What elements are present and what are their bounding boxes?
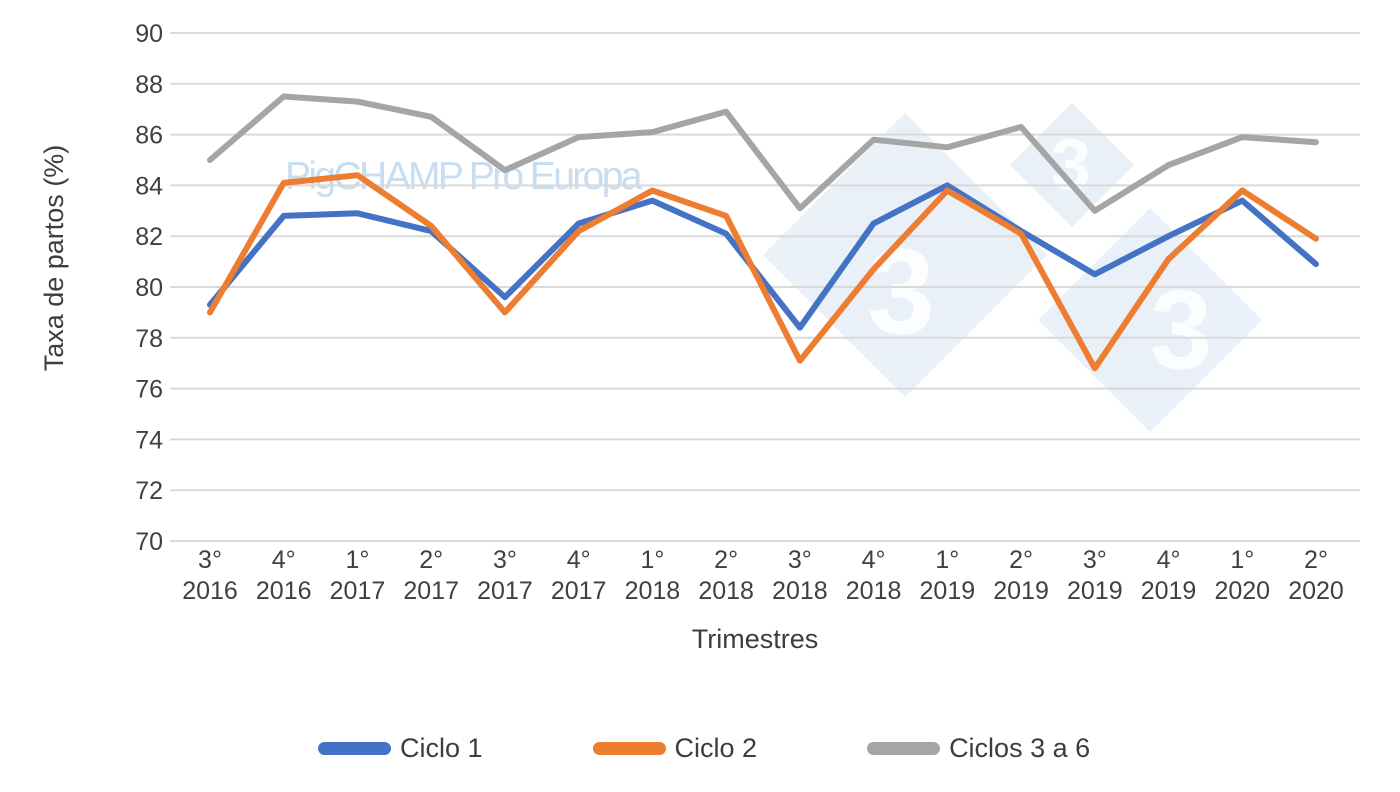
series-line-ciclo-1: [207, 182, 1319, 331]
x-tick-quarter: 2°: [1304, 546, 1328, 574]
x-tick-label: 4° 2018: [846, 546, 902, 605]
series-line-ciclos-3-a-6: [207, 93, 1319, 214]
x-tick-quarter: 2°: [419, 546, 443, 574]
x-tick-quarter: 2°: [1009, 546, 1033, 574]
legend-label: Ciclo 1: [400, 733, 483, 763]
series-lines: [207, 93, 1319, 372]
x-tick-label: 2° 2018: [698, 546, 754, 605]
x-tick-label: 1° 2017: [330, 546, 386, 605]
y-tick-label: 90: [135, 20, 163, 48]
legend-item-ciclo-2: Ciclo 2: [592, 733, 758, 764]
y-tick-label: 74: [135, 426, 163, 454]
x-tick-year: 2017: [551, 577, 607, 605]
x-tick-year: 2017: [403, 577, 459, 605]
y-tick-label: 82: [135, 223, 163, 251]
watermark-diamond: [1038, 208, 1262, 432]
y-tick-label: 78: [135, 325, 163, 353]
x-tick-quarter: 1°: [346, 546, 370, 574]
x-tick-quarter: 3°: [198, 546, 222, 574]
x-tick-quarter: 1°: [935, 546, 959, 574]
x-tick-label: 4° 2016: [256, 546, 312, 605]
watermark-logo-digit: 3: [867, 223, 935, 359]
x-tick-quarter: 3°: [788, 546, 812, 574]
watermark-diamond: [763, 113, 1047, 397]
series-line-ciclo-2: [207, 172, 1319, 372]
x-tick-label: 3° 2018: [772, 546, 828, 605]
y-tick-label: 88: [135, 71, 163, 99]
x-tick-label: 3° 2016: [182, 546, 238, 605]
x-tick-year: 2018: [625, 577, 681, 605]
x-tick-year: 2018: [698, 577, 754, 605]
legend: Ciclo 1 Ciclo 2 Ciclos 3 a 6: [318, 733, 1090, 764]
x-tick-quarter: 4°: [567, 546, 591, 574]
gridlines: [170, 32, 1360, 542]
x-tick-label: 2° 2020: [1288, 546, 1344, 605]
legend-swatch: [318, 742, 391, 755]
y-axis-tick-labels: 70 72 74 76 78 80 82 84 86 88 90: [135, 20, 163, 556]
x-tick-quarter: 1°: [1230, 546, 1254, 574]
x-tick-year: 2020: [1214, 577, 1270, 605]
x-tick-year: 2020: [1288, 577, 1344, 605]
x-tick-quarter: 1°: [640, 546, 664, 574]
y-tick-label: 72: [135, 477, 163, 505]
x-tick-year: 2019: [920, 577, 976, 605]
x-tick-year: 2018: [772, 577, 828, 605]
x-tick-label: 1° 2020: [1214, 546, 1270, 605]
legend-label: Ciclos 3 a 6: [949, 733, 1091, 763]
x-tick-year: 2016: [256, 577, 312, 605]
x-tick-quarter: 4°: [1157, 546, 1181, 574]
y-axis-title: Taxa de partos (%): [39, 145, 69, 372]
y-tick-label: 70: [135, 528, 163, 556]
x-tick-label: 4° 2019: [1141, 546, 1197, 605]
x-tick-year: 2019: [993, 577, 1049, 605]
x-tick-quarter: 4°: [862, 546, 886, 574]
x-tick-label: 3° 2017: [477, 546, 533, 605]
x-tick-year: 2017: [477, 577, 533, 605]
x-tick-quarter: 4°: [272, 546, 296, 574]
x-tick-year: 2017: [330, 577, 386, 605]
x-axis-title: Trimestres: [692, 624, 819, 654]
x-tick-quarter: 2°: [714, 546, 738, 574]
y-tick-label: 84: [135, 172, 163, 200]
y-tick-label: 80: [135, 274, 163, 302]
x-tick-quarter: 3°: [1083, 546, 1107, 574]
x-tick-year: 2019: [1141, 577, 1197, 605]
x-tick-year: 2018: [846, 577, 902, 605]
x-tick-year: 2019: [1067, 577, 1123, 605]
legend-swatch: [592, 742, 666, 755]
y-tick-label: 86: [135, 122, 163, 150]
x-tick-label: 2° 2017: [403, 546, 459, 605]
x-tick-quarter: 3°: [493, 546, 517, 574]
legend-item-ciclo-1: Ciclo 1: [318, 733, 483, 764]
watermark-logo-digit: 3: [1150, 267, 1212, 392]
legend-item-ciclos-3-a-6: Ciclos 3 a 6: [867, 733, 1090, 764]
x-tick-label: 1° 2019: [920, 546, 976, 605]
y-tick-label: 76: [135, 376, 163, 404]
legend-swatch: [867, 742, 941, 755]
x-tick-label: 1° 2018: [625, 546, 681, 605]
x-tick-label: 3° 2019: [1067, 546, 1123, 605]
x-tick-label: 2° 2019: [993, 546, 1049, 605]
x-tick-label: 4° 2017: [551, 546, 607, 605]
x-tick-year: 2016: [182, 577, 238, 605]
x-axis-tick-labels: 3° 2016 4° 2016 1° 2017 2° 2017 3° 2017 4° 2017 1° 20…: [182, 546, 1344, 605]
legend-label: Ciclo 2: [674, 733, 758, 763]
